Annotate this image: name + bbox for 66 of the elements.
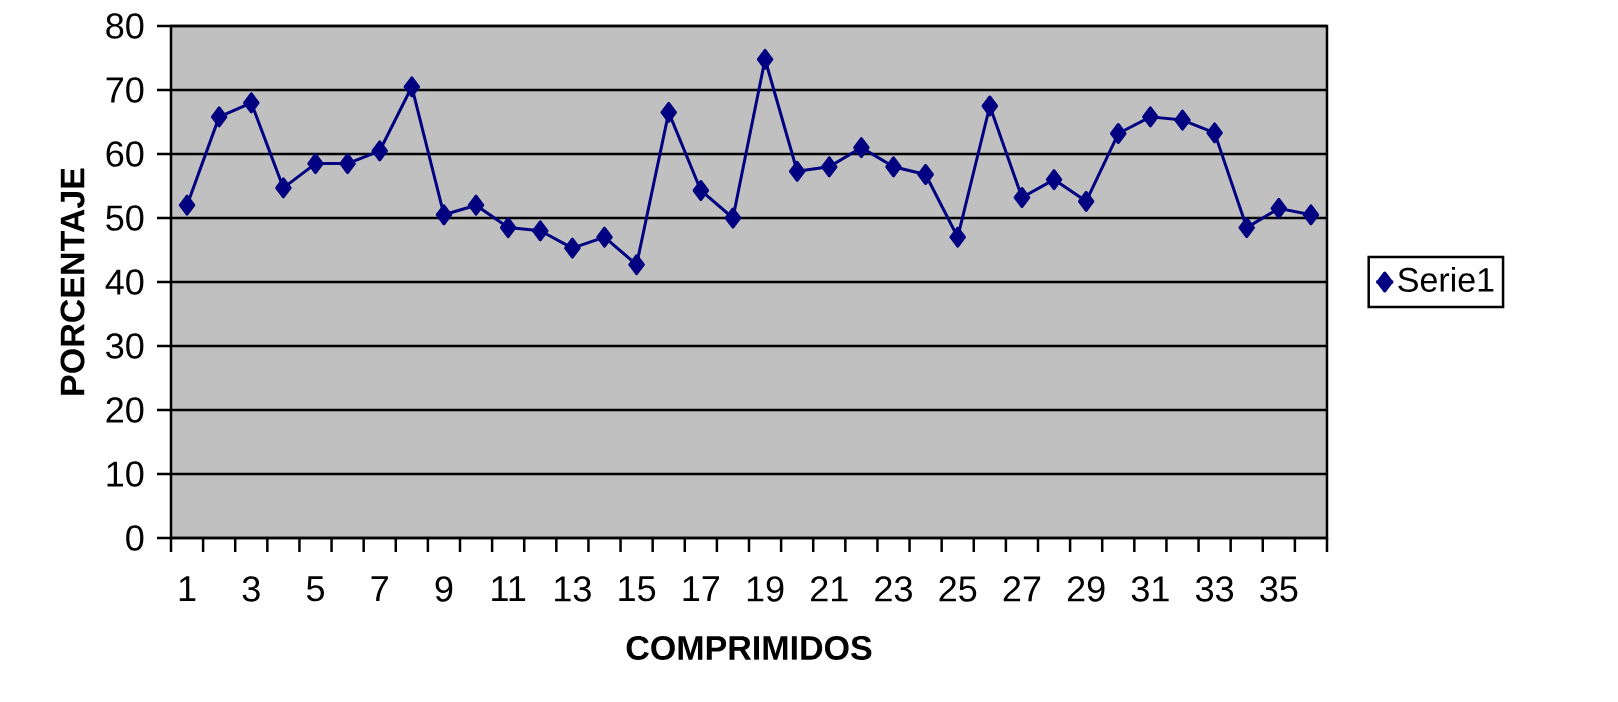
x-tick-label: 23 [875, 576, 912, 602]
x-tick-label: 1 [179, 576, 196, 601]
y-tick-label: 70 [106, 77, 144, 103]
y-axis-title: PORCENTAJE [60, 168, 85, 395]
x-tick-label: 19 [747, 576, 784, 602]
point [499, 217, 517, 239]
point [275, 177, 292, 199]
x-tick-label: 3 [242, 576, 260, 602]
x-tick-label: 29 [1067, 576, 1105, 602]
point [403, 76, 421, 98]
x-tick-label: 11 [492, 576, 526, 601]
y-tick-label: 80 [106, 13, 144, 39]
point [1077, 190, 1095, 212]
y-tick-label: 60 [106, 141, 144, 167]
point [1206, 122, 1223, 144]
point [788, 160, 806, 182]
point [1174, 109, 1191, 131]
point [1270, 197, 1288, 219]
y-tick-label: 0 [126, 525, 144, 551]
x-tick-label: 35 [1260, 576, 1298, 602]
point [917, 163, 934, 185]
point [724, 207, 742, 229]
y-tick-label: 50 [106, 205, 144, 231]
y-tick-label: 40 [105, 269, 144, 295]
point [339, 153, 356, 175]
point [243, 92, 260, 114]
point [821, 156, 838, 178]
x-tick-label: 33 [1195, 576, 1234, 602]
point [949, 226, 966, 248]
point [178, 194, 196, 216]
x-tick-label: 13 [555, 576, 591, 602]
point [853, 137, 870, 159]
point [1302, 204, 1320, 226]
y-tick-label: 20 [106, 397, 144, 423]
point [307, 153, 324, 175]
point [210, 106, 228, 128]
x-tick-label: 7 [371, 576, 388, 601]
x-tick-label: 31 [1131, 576, 1169, 602]
point [435, 204, 453, 226]
point [660, 101, 677, 123]
point [628, 254, 645, 276]
x-tick-label: 25 [939, 576, 977, 602]
x-tick-label: 21 [811, 576, 848, 602]
point [596, 226, 613, 248]
y-tick-label: 30 [106, 333, 144, 359]
point [1045, 169, 1063, 191]
x-tick-label: 27 [1003, 576, 1041, 602]
x-tick-label: 15 [619, 576, 656, 602]
point [532, 220, 549, 242]
point [756, 48, 774, 70]
point [1142, 106, 1159, 128]
x-tick-label: 5 [306, 576, 324, 602]
x-axis-title: COMPRIMIDOS [626, 635, 872, 660]
point [1238, 217, 1255, 239]
y-tick-label: 10 [107, 461, 144, 487]
legend-label: Serie1 [1398, 266, 1494, 292]
point [692, 179, 710, 201]
point [981, 95, 999, 117]
point [371, 140, 388, 162]
point [1013, 187, 1031, 209]
point [467, 194, 485, 216]
point [1110, 123, 1127, 145]
point [885, 156, 902, 178]
point [564, 237, 581, 259]
x-tick-label: 9 [435, 576, 453, 602]
x-tick-label: 17 [683, 576, 720, 601]
